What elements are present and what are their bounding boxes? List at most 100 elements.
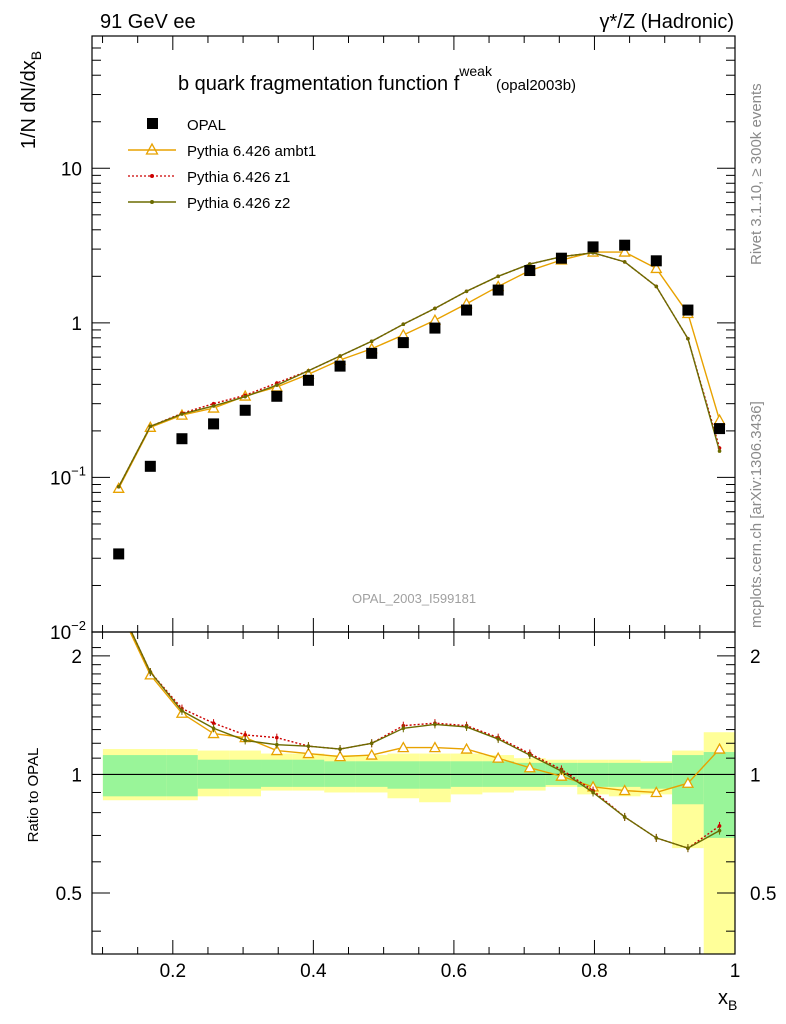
ambt1-ratio-point bbox=[397, 741, 410, 753]
main-series-layer bbox=[112, 245, 726, 493]
legend: OPAL Pythia 6.426 ambt1 Pythia 6.426 z1 … bbox=[128, 117, 316, 212]
y-tick-label: 10 bbox=[61, 159, 82, 180]
opal-data-point bbox=[429, 322, 441, 334]
z2-point bbox=[717, 449, 722, 453]
opal-data-point bbox=[271, 390, 283, 402]
x-tick-label: 0.6 bbox=[441, 961, 467, 982]
legend-marker-ambt1 bbox=[145, 142, 159, 155]
process-energy-label: 91 GeV ee bbox=[100, 11, 196, 33]
ratio-series-layer bbox=[129, 631, 726, 853]
ambt1-ratio-point bbox=[650, 786, 663, 798]
z2-point bbox=[654, 284, 659, 289]
ambt1-ratio-point bbox=[492, 751, 505, 763]
z2-point bbox=[275, 383, 279, 388]
opal-data-point bbox=[524, 265, 536, 277]
y-tick-label: 10−2 bbox=[50, 618, 86, 644]
opal-data-point bbox=[587, 241, 599, 253]
ratio-line-2 bbox=[130, 631, 720, 849]
z2-point bbox=[528, 262, 532, 266]
opal-data-point bbox=[650, 255, 662, 267]
ratio-line-1 bbox=[130, 631, 720, 849]
z2-point bbox=[464, 289, 469, 294]
z2-point bbox=[433, 306, 437, 311]
legend-marker-opal bbox=[147, 118, 158, 129]
ratio-y-tick-label: 1 bbox=[71, 765, 82, 786]
z2-point bbox=[369, 339, 374, 344]
ambt1-ratio-point bbox=[460, 742, 473, 754]
y-tick-label-base: 10 bbox=[50, 468, 71, 489]
ratio-bands-layer bbox=[92, 732, 736, 954]
z2-point bbox=[338, 354, 342, 358]
ambt1-ratio-point bbox=[523, 761, 536, 773]
chart-title: b quark fragmentation function fweak(opa… bbox=[178, 63, 576, 95]
x-tick-label: 0.8 bbox=[581, 961, 607, 982]
series-line-1 bbox=[118, 252, 721, 488]
ambt1-ratio-point bbox=[365, 748, 378, 760]
ratio-plot-frame bbox=[91, 631, 736, 955]
x-tick-label: 0.2 bbox=[160, 961, 186, 982]
ratio-y-tick-label-right: 1 bbox=[750, 765, 761, 786]
data-points-layer bbox=[113, 239, 726, 560]
y-tick-label-exponent: −1 bbox=[71, 463, 86, 478]
z2-point bbox=[622, 260, 627, 264]
ambt1-ratio-point bbox=[302, 747, 315, 759]
process-type-label: γ*/Z (Hadronic) bbox=[600, 11, 734, 33]
ambt1-ratio-point bbox=[333, 750, 347, 762]
opal-data-point bbox=[334, 360, 346, 372]
opal-data-point bbox=[682, 304, 694, 316]
ambt1-point bbox=[650, 262, 663, 274]
z2-point bbox=[686, 336, 690, 341]
legend-marker-z2 bbox=[150, 200, 154, 204]
ambt1-ratio-point bbox=[207, 727, 220, 739]
ratio-band-inner bbox=[166, 755, 198, 797]
z2-point bbox=[401, 322, 406, 327]
x-axis-label: xB bbox=[718, 987, 737, 1013]
y-tick-label-base: 1 bbox=[71, 314, 82, 335]
y-tick-label-base: 10 bbox=[61, 159, 82, 180]
legend-marker-z1 bbox=[150, 174, 154, 178]
ratio-y-axis-label: Ratio to OPAL bbox=[25, 748, 42, 843]
opal-data-point bbox=[176, 433, 188, 445]
x-tick-label: 0.4 bbox=[300, 961, 327, 982]
z2-point bbox=[496, 274, 500, 279]
opal-data-point bbox=[397, 337, 409, 349]
opal-data-point bbox=[113, 548, 125, 560]
opal-data-point bbox=[555, 252, 567, 264]
opal-data-point bbox=[461, 304, 473, 316]
opal-data-point bbox=[366, 347, 378, 359]
y-tick-label: 1 bbox=[71, 314, 82, 335]
ratio-ticks-layer: 0.2 0.4 0.6 0.8 1 0.5 0.5 1 1 2 2 bbox=[56, 632, 776, 982]
z2-point bbox=[180, 412, 184, 416]
opal-data-point bbox=[619, 239, 631, 251]
opal-data-point bbox=[302, 374, 314, 386]
ratio-line-0 bbox=[129, 631, 721, 794]
ratio-y-tick-label-right: 0.5 bbox=[750, 884, 776, 905]
ratio-y-tick-label-right: 2 bbox=[750, 647, 761, 668]
ratio-band-inner bbox=[102, 755, 135, 797]
y-tick-label: 10−1 bbox=[50, 463, 86, 489]
z2-point bbox=[116, 484, 121, 489]
ratio-band-inner bbox=[640, 762, 673, 789]
opal-data-point bbox=[208, 418, 220, 430]
x-tick-label: 1 bbox=[730, 961, 741, 982]
z2-point bbox=[306, 368, 311, 373]
ambt1-ratio-point bbox=[270, 744, 283, 756]
opal-data-point bbox=[239, 404, 251, 416]
ambt1-ratio-point bbox=[681, 776, 695, 788]
opal-data-point bbox=[144, 460, 156, 472]
ambt1-ratio-point bbox=[555, 769, 568, 781]
analysis-label: OPAL_2003_I599181 bbox=[352, 591, 476, 606]
z2-point bbox=[148, 424, 153, 429]
series-line-0 bbox=[118, 251, 721, 489]
legend-label-z1: Pythia 6.426 z1 bbox=[187, 169, 290, 186]
ambt1-ratio-point bbox=[618, 784, 631, 796]
main-y-axis-label: 1/N dN/dxB bbox=[18, 51, 44, 149]
legend-label-z2: Pythia 6.426 z2 bbox=[187, 195, 290, 212]
legend-label-ambt1: Pythia 6.426 ambt1 bbox=[187, 143, 316, 160]
z2-point bbox=[211, 404, 216, 408]
ratio-band-inner bbox=[292, 759, 325, 787]
z2-point bbox=[243, 394, 247, 399]
